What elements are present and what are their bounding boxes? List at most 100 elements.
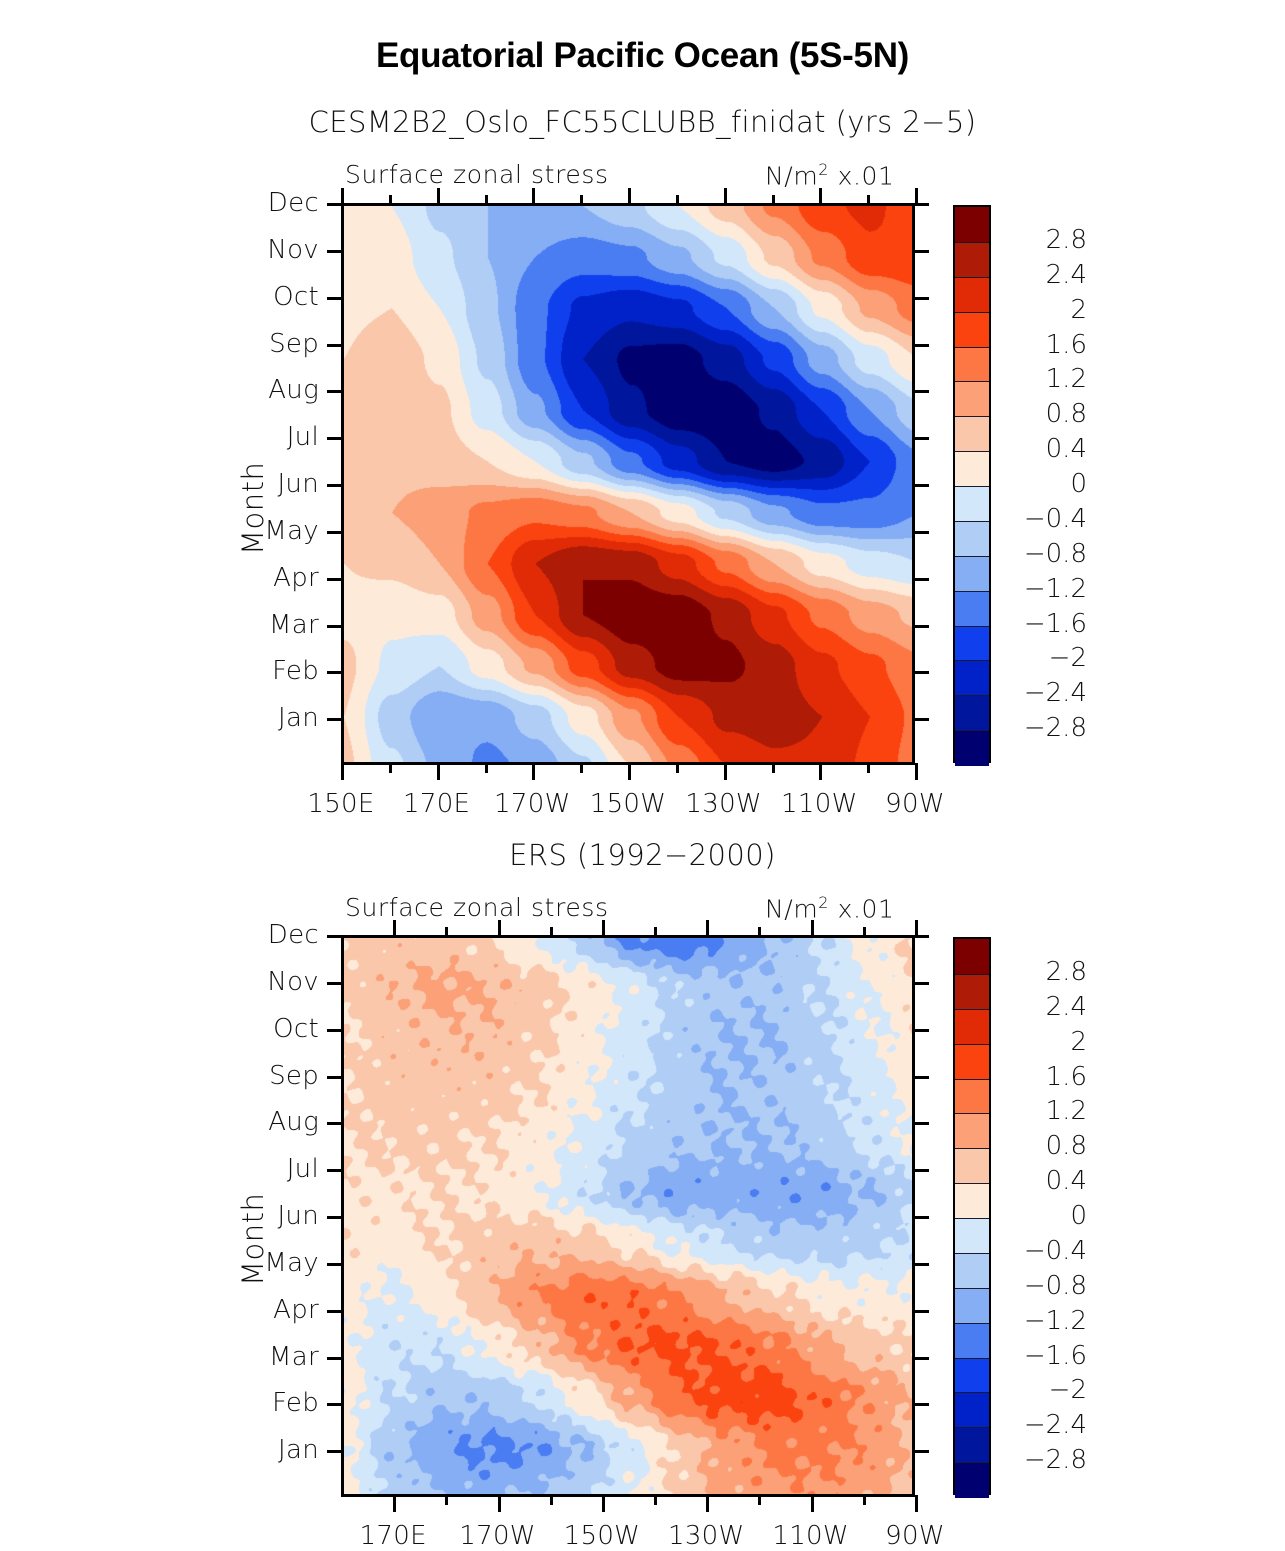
x-minor-tick-mark	[484, 763, 488, 773]
panel-model-field-label: Surface zonal stress	[345, 160, 609, 189]
colorbar-tick-label: 0.8	[1045, 399, 1087, 430]
y-tick-mark-right	[913, 981, 929, 985]
x-minor-tick-mark-top	[484, 195, 488, 205]
x-tick-mark-top	[628, 188, 631, 205]
x-minor-tick-mark-top	[862, 927, 866, 937]
y-tick-mark-right	[913, 1169, 929, 1173]
y-tick-label: Jun	[277, 1201, 319, 1231]
y-tick-mark	[327, 1262, 343, 1266]
panel-obs-plot[interactable]	[341, 935, 915, 1497]
y-tick-mark-right	[913, 390, 929, 394]
y-tick-mark	[327, 1216, 343, 1219]
colorbar-tick-label: −2.4	[1023, 1410, 1087, 1441]
y-tick-mark-right	[913, 577, 929, 581]
x-minor-tick-mark	[445, 1495, 449, 1505]
x-minor-tick-mark-top	[654, 927, 658, 937]
y-tick-mark	[327, 671, 343, 675]
panel-model-subtitle: CESM2B2_Oslo_FC55CLUBB_finidat (yrs 2−5)	[308, 105, 977, 139]
x-minor-tick-mark-top	[388, 195, 392, 205]
y-tick-mark	[327, 1450, 343, 1454]
y-tick-label: Mar	[269, 609, 319, 640]
y-tick-mark	[327, 1122, 343, 1126]
colorbar-tick-label: −2.4	[1023, 678, 1087, 709]
colorbar-tick-label: −1.2	[1023, 1305, 1087, 1336]
panel-model-colorbar	[953, 205, 991, 766]
colorbar-segment	[955, 520, 989, 557]
colorbar-segment	[955, 1427, 989, 1464]
colorbar-segment	[955, 555, 989, 592]
y-tick-mark	[327, 296, 343, 300]
y-tick-mark	[327, 1403, 343, 1407]
colorbar-segment	[955, 1322, 989, 1359]
x-tick-mark-top	[819, 188, 823, 205]
y-tick-mark	[327, 249, 343, 253]
x-minor-tick-mark	[771, 763, 775, 773]
colorbar-tick-label: −0.4	[1023, 503, 1087, 534]
y-tick-label: May	[264, 1247, 319, 1278]
y-tick-mark-right	[913, 1403, 929, 1407]
colorbar-tick-label: 1.6	[1045, 1061, 1087, 1092]
colorbar-segment	[955, 1252, 989, 1289]
colorbar-tick-label: −1.6	[1023, 1340, 1087, 1371]
colorbar-tick-label: 2.8	[1045, 956, 1087, 987]
colorbar-segment	[955, 451, 989, 487]
colorbar-segment	[955, 241, 989, 278]
x-tick-mark-top	[706, 920, 710, 937]
y-tick-mark	[327, 390, 343, 394]
colorbar-tick-label: 0	[1070, 469, 1087, 499]
y-tick-mark	[327, 624, 343, 628]
y-tick-label: Sep	[269, 1060, 319, 1091]
y-tick-label: Oct	[273, 281, 319, 312]
y-tick-mark-right	[913, 1450, 929, 1454]
y-tick-mark-right	[913, 1216, 929, 1219]
colorbar-tick-label: −0.8	[1023, 1270, 1087, 1301]
x-tick-mark	[810, 1495, 814, 1512]
x-tick-mark-top	[532, 188, 536, 205]
y-tick-mark	[327, 484, 343, 487]
colorbar-tick-label: 1.2	[1045, 1096, 1087, 1127]
x-tick-label: 170W	[494, 789, 571, 819]
x-minor-tick-mark-top	[675, 195, 679, 205]
x-tick-label: 90W	[885, 789, 945, 819]
colorbar-segment	[955, 590, 989, 627]
x-minor-tick-mark-top	[549, 927, 553, 937]
x-minor-tick-mark	[654, 1495, 658, 1505]
x-minor-tick-mark	[549, 1495, 553, 1505]
colorbar-segment	[955, 381, 989, 418]
y-tick-label: Mar	[269, 1341, 319, 1372]
panel-obs-subtitle: ERS (1992−2000)	[509, 838, 776, 872]
y-tick-mark-right	[913, 530, 929, 534]
x-tick-mark	[819, 763, 823, 780]
colorbar-tick-label: −1.2	[1023, 573, 1087, 604]
x-tick-label: 130W	[685, 789, 762, 819]
x-tick-mark-top	[341, 188, 344, 205]
panel-model-units: N/m2 x.01	[765, 160, 895, 191]
colorbar-segment	[955, 1078, 989, 1115]
colorbar-tick-label: 2	[1070, 294, 1087, 325]
x-minor-tick-mark-top	[771, 195, 775, 205]
y-tick-label: Oct	[273, 1013, 319, 1044]
colorbar-tick-label: 2.4	[1045, 259, 1087, 290]
y-tick-mark	[327, 935, 343, 938]
y-tick-mark-right	[913, 1028, 929, 1032]
y-tick-label: Dec	[267, 188, 319, 218]
y-tick-mark	[327, 1356, 343, 1360]
y-tick-mark-right	[913, 1356, 929, 1360]
x-minor-tick-mark	[388, 763, 392, 773]
colorbar-tick-label: −2	[1048, 1375, 1087, 1406]
x-tick-mark	[628, 763, 631, 780]
y-tick-label: Dec	[267, 920, 319, 950]
x-tick-mark	[601, 1495, 605, 1512]
colorbar-segment	[955, 695, 989, 732]
panel-model-plot[interactable]	[341, 203, 915, 765]
y-tick-mark	[327, 577, 343, 581]
y-tick-label: May	[264, 515, 319, 546]
x-minor-tick-mark-top	[867, 195, 871, 205]
y-tick-mark-right	[913, 249, 929, 253]
y-tick-mark-right	[913, 1262, 929, 1266]
colorbar-segment	[955, 276, 989, 313]
page-title: Equatorial Pacific Ocean (5S-5N)	[375, 36, 910, 75]
x-tick-mark	[436, 763, 440, 780]
colorbar-tick-label: −2.8	[1023, 713, 1087, 744]
x-minor-tick-mark	[867, 763, 871, 773]
